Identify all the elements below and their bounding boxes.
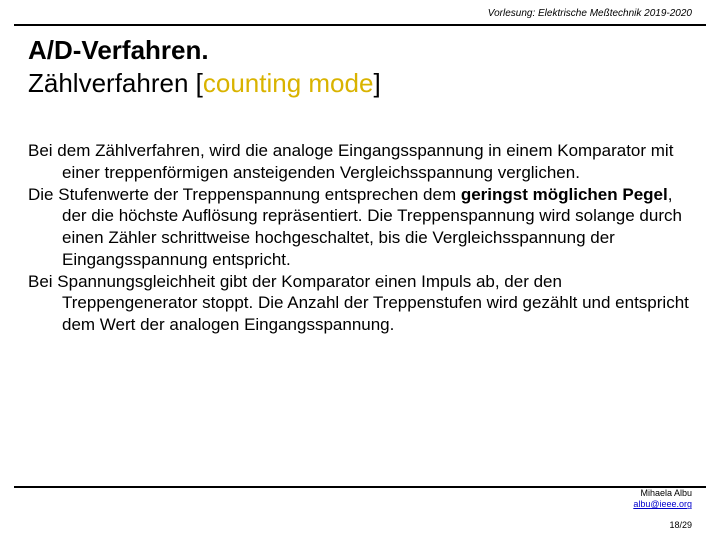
- title-block: A/D-Verfahren. Zählverfahren [counting m…: [28, 34, 692, 99]
- paragraph-3: Bei Spannungsgleichheit gibt der Kompara…: [28, 271, 692, 336]
- title-line-1: A/D-Verfahren.: [28, 34, 692, 67]
- bottom-divider: [14, 486, 706, 488]
- footer-author-block: Mihaela Albu albu@ieee.org: [633, 488, 692, 510]
- slide: Vorlesung: Elektrische Meßtechnik 2019-2…: [0, 0, 720, 540]
- course-name: Elektrische Meßtechnik 2019-2020: [538, 8, 692, 19]
- paragraph-2: Die Stufenwerte der Treppenspannung ents…: [28, 184, 692, 271]
- course-header: Vorlesung: Elektrische Meßtechnik 2019-2…: [488, 8, 692, 19]
- author-email-link[interactable]: albu@ieee.org: [633, 499, 692, 509]
- top-divider: [14, 24, 706, 26]
- title-line-2: Zählverfahren [counting mode]: [28, 67, 692, 100]
- body-text: Bei dem Zählverfahren, wird die analoge …: [28, 140, 692, 336]
- paragraph-1: Bei dem Zählverfahren, wird die analoge …: [28, 140, 692, 184]
- author-name: Mihaela Albu: [640, 488, 692, 498]
- title-colored: counting mode: [203, 68, 374, 98]
- course-prefix: Vorlesung:: [488, 8, 538, 19]
- title-close: ]: [373, 68, 380, 98]
- p2-part-a: Die Stufenwerte der Treppenspannung ents…: [28, 185, 461, 204]
- p2-part-bold: geringst möglichen Pegel: [461, 185, 668, 204]
- page-number: 18/29: [669, 520, 692, 530]
- title-plain: Zählverfahren [: [28, 68, 203, 98]
